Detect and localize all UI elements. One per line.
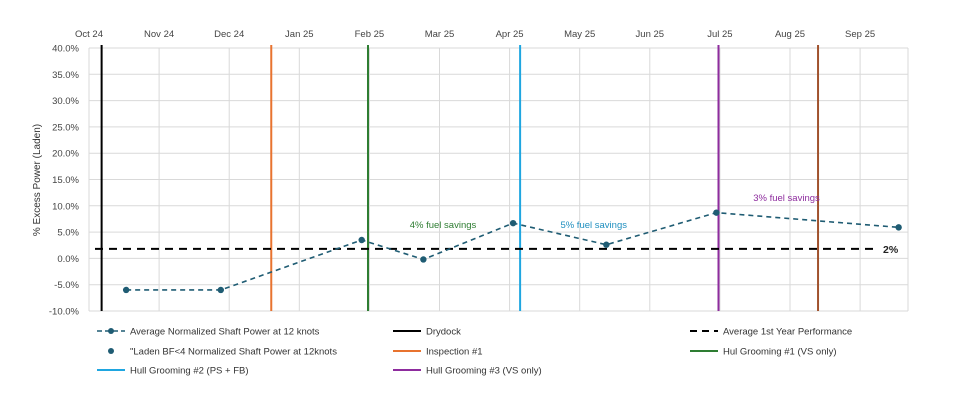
event-lines [100,45,820,311]
x-tick-label: Aug 25 [775,29,805,40]
annotations: 4% fuel savings 5% fuel savings 3% fuel sa… [410,193,820,231]
x-tick-label: Sep 25 [845,29,875,40]
y-tick-label: 35.0% [52,70,79,81]
y-tick-label: 10.0% [52,201,79,212]
x-axis-ticks: Oct 24 Nov 24 Dec 24 Jan 25 Feb 25 Mar 25 Apr … [75,29,875,40]
legend-label: Inspection #1 [426,347,483,358]
data-point [603,241,610,248]
legend-entry: Hul Grooming #1 (VS only) [690,347,837,358]
legend-entry: Hull Grooming #2 (PS + FB) [97,366,249,377]
data-point [420,256,427,263]
data-point [358,236,365,244]
legend-entry: Average Normalized Shaft Power at 12 kno… [97,327,320,338]
legend-label: "Laden BF<4 Normalized Shaft Power at 12… [130,347,337,358]
data-point [217,286,224,294]
legend-label: Hull Grooming #2 (PS + FB) [130,366,249,377]
y-tick-label: -5.0% [54,280,79,291]
y-tick-label: 15.0% [52,175,79,186]
y-tick-label: 25.0% [52,122,79,133]
annotation-label: 4% fuel savings [410,220,477,231]
baseline-label: 2% [883,244,899,256]
y-axis-label: % Excess Power (Laden) [32,124,43,236]
y-tick-label: 5.0% [57,228,79,239]
legend-label: Average 1st Year Performance [723,327,852,338]
y-tick-label: 30.0% [52,96,79,107]
series-layer [122,209,902,294]
data-point [895,224,902,231]
y-tick-label: 20.0% [52,149,79,160]
legend-label: Drydock [426,327,461,338]
y-tick-label: 40.0% [52,44,79,55]
data-point [122,286,130,294]
x-tick-label: Oct 24 [75,29,103,40]
x-tick-label: Dec 24 [214,29,244,40]
legend: Average Normalized Shaft Power at 12 kno… [97,327,852,377]
legend-entry: Inspection #1 [393,347,483,358]
data-point [509,219,517,227]
x-tick-label: Jul 25 [707,29,732,40]
x-tick-label: Mar 25 [425,29,455,40]
x-tick-label: May 25 [564,29,595,40]
legend-entry: Hull Grooming #3 (VS only) [393,366,542,377]
data-point [713,209,720,216]
x-tick-label: Apr 25 [496,29,524,40]
legend-marker [108,348,114,354]
annotation-label: 3% fuel savings [753,193,820,204]
y-tick-label: 0.0% [57,254,79,265]
legend-entry: Average 1st Year Performance [690,327,852,338]
gridlines [88,47,909,312]
legend-label: Average Normalized Shaft Power at 12 kno… [130,327,320,338]
x-tick-label: Nov 24 [144,29,174,40]
baseline-layer: 2% [95,244,899,256]
x-tick-label: Jun 25 [636,29,665,40]
legend-label: Hull Grooming #3 (VS only) [426,366,542,377]
legend-entry: "Laden BF<4 Normalized Shaft Power at 12… [108,347,337,358]
legend-marker [108,328,114,334]
series-line [126,211,899,291]
y-axis-ticks: 40.0% 35.0% 30.0% 25.0% 20.0% 15.0% 10.0% 5.0% 0… [49,44,80,318]
legend-label: Hul Grooming #1 (VS only) [723,347,837,358]
annotation-label: 5% fuel savings [560,220,627,231]
y-tick-label: -10.0% [49,307,80,318]
x-tick-label: Jan 25 [285,29,314,40]
x-tick-label: Feb 25 [355,29,385,40]
legend-entry: Drydock [393,327,461,338]
